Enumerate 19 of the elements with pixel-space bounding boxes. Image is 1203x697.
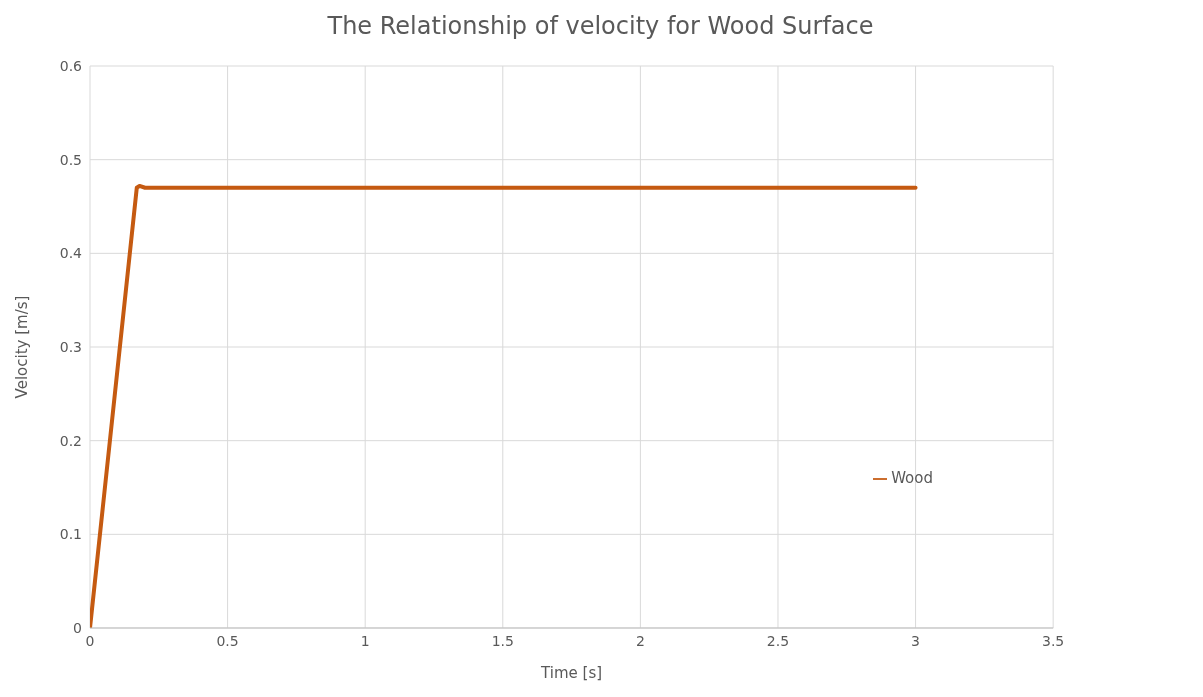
x-tick-label: 2.5 (766, 632, 790, 649)
x-axis-title: Time [s] (540, 664, 603, 682)
chart-title: The Relationship of velocity for Wood Surface (326, 11, 875, 42)
y-tick-label: 0.1 (59, 526, 82, 543)
x-tick-label: 1 (360, 632, 370, 649)
x-tick-label: 3.5 (1042, 632, 1065, 649)
y-tick-label: 0.2 (59, 432, 82, 449)
x-tick-label: 3 (911, 632, 921, 649)
y-tick-label: 0.5 (59, 151, 82, 168)
x-tick-label: 1.5 (491, 632, 514, 649)
x-tick-label: 2 (635, 632, 645, 649)
y-tick-label: 0 (73, 619, 82, 636)
y-axis-title: Velocity [m/s] (13, 295, 32, 399)
y-tick-label: 0.4 (59, 245, 83, 262)
legend-label: Wood (891, 469, 933, 487)
x-tick-label: 0.5 (216, 632, 239, 649)
y-tick-label: 0.3 (59, 338, 82, 355)
y-tick-label: 0.6 (59, 57, 83, 74)
x-tick-label: 0 (85, 632, 95, 649)
